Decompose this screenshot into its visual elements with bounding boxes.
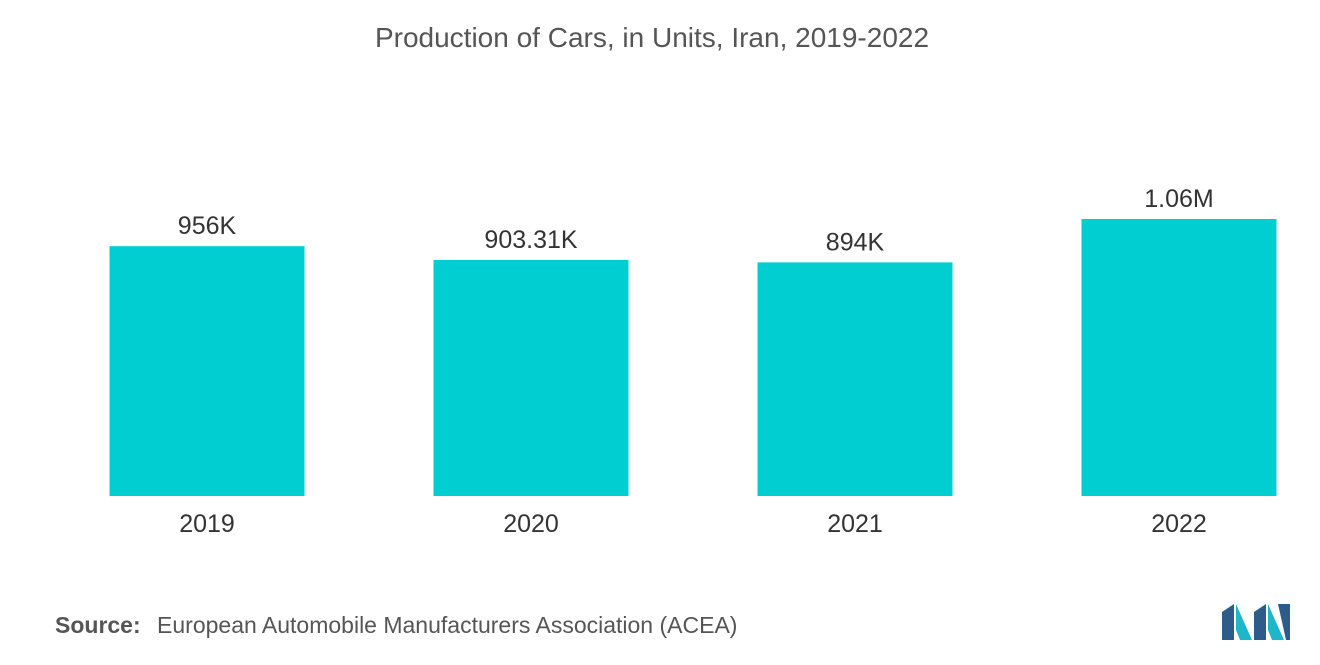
chart-title: Production of Cars, in Units, Iran, 2019… bbox=[374, 22, 930, 53]
source-text: European Automobile Manufacturers Associ… bbox=[157, 612, 738, 638]
x-tick-label-2021: 2021 bbox=[827, 510, 883, 538]
data-label-2020: 903.31K bbox=[484, 226, 577, 254]
source-label: Source: bbox=[55, 612, 141, 638]
x-tick-label-2019: 2019 bbox=[179, 510, 235, 538]
bar-2019 bbox=[109, 246, 305, 496]
bar-2022 bbox=[1081, 219, 1277, 496]
data-label-2019: 956K bbox=[178, 212, 237, 240]
data-label-2021: 894K bbox=[826, 228, 885, 256]
source-note: Source: European Automobile Manufacturer… bbox=[55, 612, 737, 639]
mordor-intelligence-logo-icon bbox=[1222, 604, 1290, 640]
data-label-2022: 1.06M bbox=[1144, 185, 1213, 213]
bar-chart: 956K 2019 903.31K 2020 894K 2021 1.06M 2022 bbox=[109, 185, 1277, 538]
x-tick-label-2022: 2022 bbox=[1151, 510, 1207, 538]
x-tick-label-2020: 2020 bbox=[503, 510, 559, 538]
bar-2020 bbox=[433, 259, 629, 496]
bar-2021 bbox=[757, 262, 953, 496]
